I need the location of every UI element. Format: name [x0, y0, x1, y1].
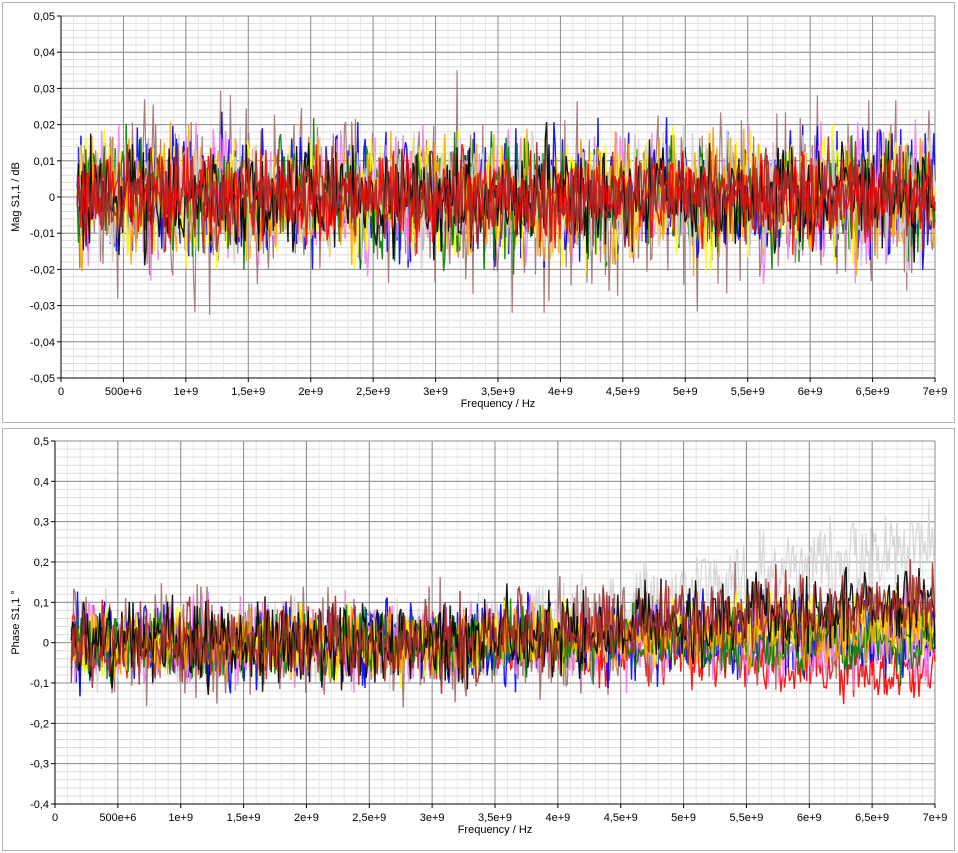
y-tick-label: 0: [43, 638, 49, 650]
x-tick-label: 4e+9: [545, 812, 570, 824]
x-tick-label: 3,5e+9: [478, 812, 512, 824]
y-tick-label: 0,01: [34, 156, 55, 168]
x-tick-label: 2e+9: [298, 386, 323, 398]
y-tick-label: 0: [49, 192, 55, 204]
x-tick-label: 2e+9: [294, 812, 319, 824]
x-tick-label: 6,5e+9: [856, 386, 890, 398]
y-axis-title: Phase S1,1 °: [10, 590, 22, 654]
x-tick-label: 2,5e+9: [352, 812, 386, 824]
y-tick-label: -0,05: [30, 373, 55, 385]
phase-chart-panel: -0,4 -0,3 -0,2 -0,1 0 0,1 0,2 0,3 0,4 0,5 0 500e+6 1…: [2, 428, 955, 851]
y-tick-label: -0,2: [30, 718, 49, 730]
y-tick-label: 0,1: [34, 597, 49, 609]
x-tick-label: 500e+6: [99, 812, 136, 824]
y-tick-label: 0,4: [34, 476, 49, 488]
x-axis-title: Frequency / Hz: [461, 398, 536, 410]
y-tick-label: 0,2: [34, 557, 49, 569]
y-axis-title: Mag S1,1 / dB: [10, 162, 22, 232]
x-tick-label: 4,5e+9: [606, 386, 640, 398]
y-tick-label: 0,02: [34, 120, 55, 132]
x-tick-label: 1e+9: [168, 812, 193, 824]
x-tick-label: 5,5e+9: [731, 386, 765, 398]
magnitude-chart-panel: -0,05 -0,04 -0,03 -0,02 -0,01 0 0,01 0,02 0,03 0,…: [2, 2, 955, 423]
y-tick-label: 0,5: [34, 436, 49, 448]
x-tick-label: 5e+9: [673, 386, 698, 398]
x-tick-label: 2,5e+9: [356, 386, 390, 398]
series-line-10: [76, 136, 936, 254]
phase-chart: -0,4 -0,3 -0,2 -0,1 0 0,1 0,2 0,3 0,4 0,5 0 500e+6 1…: [10, 436, 948, 836]
y-tick-label: -0,4: [30, 799, 49, 811]
x-axis-title: Frequency / Hz: [458, 824, 533, 836]
y-tick-label: 0,05: [34, 11, 55, 23]
y-tick-label: 0,04: [34, 47, 55, 59]
x-tick-label: 3,5e+9: [481, 386, 515, 398]
series-line-10: [70, 559, 936, 695]
x-tick-label: 5e+9: [671, 812, 696, 824]
y-tick-label: -0,1: [30, 678, 49, 690]
y-tick-label: -0,02: [30, 264, 55, 276]
x-tick-label: 0: [58, 386, 64, 398]
x-tick-label: 1,5e+9: [231, 386, 265, 398]
y-tick-label: -0,01: [30, 228, 55, 240]
magnitude-chart: -0,05 -0,04 -0,03 -0,02 -0,01 0 0,01 0,02 0,03 0,…: [10, 11, 948, 410]
x-tick-label: 7e+9: [923, 386, 948, 398]
series-group: [70, 498, 936, 708]
x-tick-label: 6e+9: [798, 386, 823, 398]
series-group: [76, 70, 936, 315]
y-tick-label: 0,03: [34, 83, 55, 95]
x-tick-label: 6,5e+9: [855, 812, 889, 824]
x-tick-label: 3e+9: [420, 812, 445, 824]
x-tick-label: 4e+9: [548, 386, 573, 398]
y-tick-label: -0,3: [30, 759, 49, 771]
x-tick-label: 3e+9: [423, 386, 448, 398]
x-tick-label: 5,5e+9: [729, 812, 763, 824]
x-tick-label: 7e+9: [923, 812, 948, 824]
x-tick-label: 6e+9: [797, 812, 822, 824]
x-tick-label: 500e+6: [105, 386, 142, 398]
x-tick-label: 0: [52, 812, 58, 824]
x-tick-label: 1,5e+9: [227, 812, 261, 824]
x-tick-label: 4,5e+9: [604, 812, 638, 824]
y-tick-label: -0,03: [30, 301, 55, 313]
y-tick-label: -0,04: [30, 337, 55, 349]
y-tick-label: 0,3: [34, 517, 49, 529]
x-tick-label: 1e+9: [173, 386, 198, 398]
